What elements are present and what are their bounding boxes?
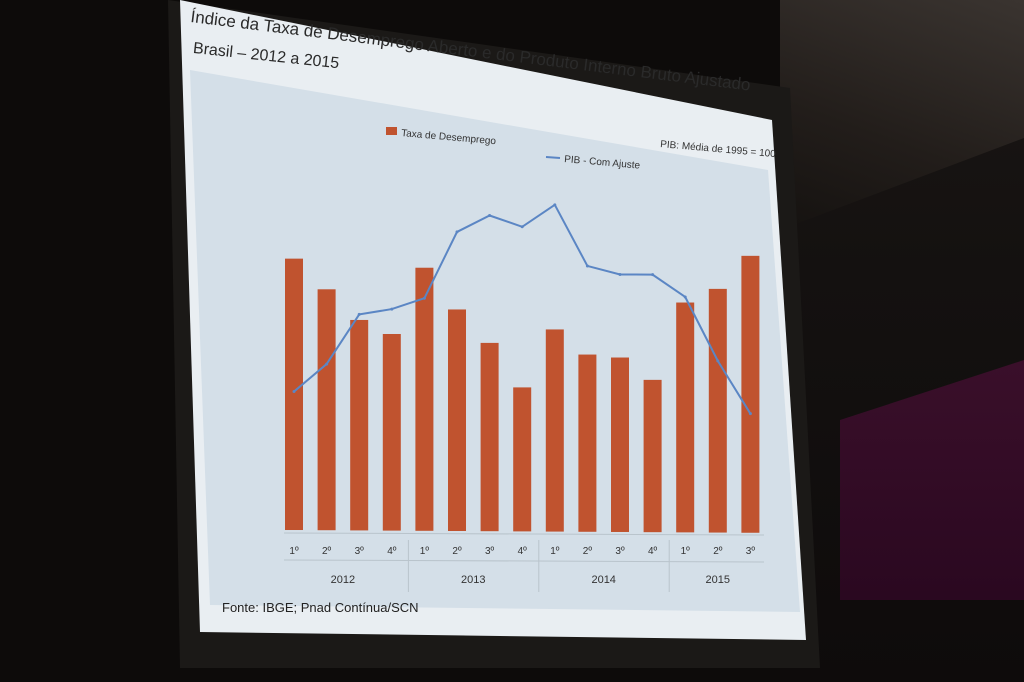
bar-desemprego <box>741 255 760 533</box>
bar-desemprego <box>708 288 727 533</box>
line-point-pib <box>553 203 557 207</box>
tick-label-year: 2015 <box>706 574 730 586</box>
tick-label-quarter: 3º <box>355 546 365 557</box>
tick-label-year: 2014 <box>591 574 615 586</box>
tick-label-quarter: 3º <box>615 546 625 557</box>
bar-desemprego <box>611 357 629 532</box>
legend-swatch-pib <box>545 156 561 159</box>
tick-label-quarter: 4º <box>648 546 658 557</box>
line-point-pib <box>455 230 459 234</box>
line-point-pib <box>585 264 589 268</box>
axis-row-line <box>283 559 765 563</box>
tick-label-quarter: 1º <box>289 546 299 557</box>
tick-label-quarter: 1º <box>681 546 691 557</box>
bar-desemprego <box>448 309 466 532</box>
tick-label-quarter: 4º <box>387 546 397 557</box>
bar-desemprego <box>545 329 564 532</box>
bar-desemprego <box>382 333 401 531</box>
line-point-pib <box>716 359 720 363</box>
line-point-pib <box>325 362 329 366</box>
tick-label-quarter: 1º <box>420 546 430 557</box>
bar-desemprego <box>513 387 532 532</box>
tick-label-quarter: 3º <box>746 546 756 557</box>
tick-label-quarter: 4º <box>518 546 528 557</box>
line-point-pib <box>618 272 622 276</box>
tick-label-quarter: 2º <box>322 546 332 557</box>
line-point-pib <box>357 312 361 316</box>
line-point-pib <box>683 295 687 299</box>
tick-label-year: 2012 <box>331 574 355 586</box>
line-point-pib <box>292 390 296 394</box>
line-point-pib <box>651 273 655 277</box>
tick-label-year: 2013 <box>461 574 485 586</box>
bar-desemprego <box>578 354 597 532</box>
bar-desemprego <box>350 319 369 531</box>
bar-desemprego <box>285 258 303 531</box>
line-point-pib <box>520 225 524 229</box>
line-point-pib <box>488 214 492 218</box>
tick-label-quarter: 2º <box>452 546 462 557</box>
legend-swatch-desemprego <box>386 127 397 135</box>
tick-label-quarter: 1º <box>550 546 560 557</box>
source-note: Fonte: IBGE; Pnad Contínua/SCN <box>222 600 419 615</box>
tick-label-quarter: 3º <box>485 546 495 557</box>
bar-desemprego <box>317 289 336 531</box>
tick-label-quarter: 2º <box>713 546 723 557</box>
bar-desemprego <box>676 302 695 533</box>
bar-desemprego <box>643 379 662 533</box>
bar-desemprego <box>480 342 499 532</box>
line-point-pib <box>748 412 752 416</box>
line-point-pib <box>422 296 426 300</box>
tick-label-quarter: 2º <box>583 546 593 557</box>
bar-desemprego <box>415 267 434 531</box>
line-point-pib <box>390 307 394 311</box>
chart-area: 1º 2º 3º 4º 1º 2º 3º 4º 1º 2º 3º 4º 1º 2º 3º 2012 2013 20… <box>283 127 777 592</box>
axis-line <box>283 532 765 536</box>
